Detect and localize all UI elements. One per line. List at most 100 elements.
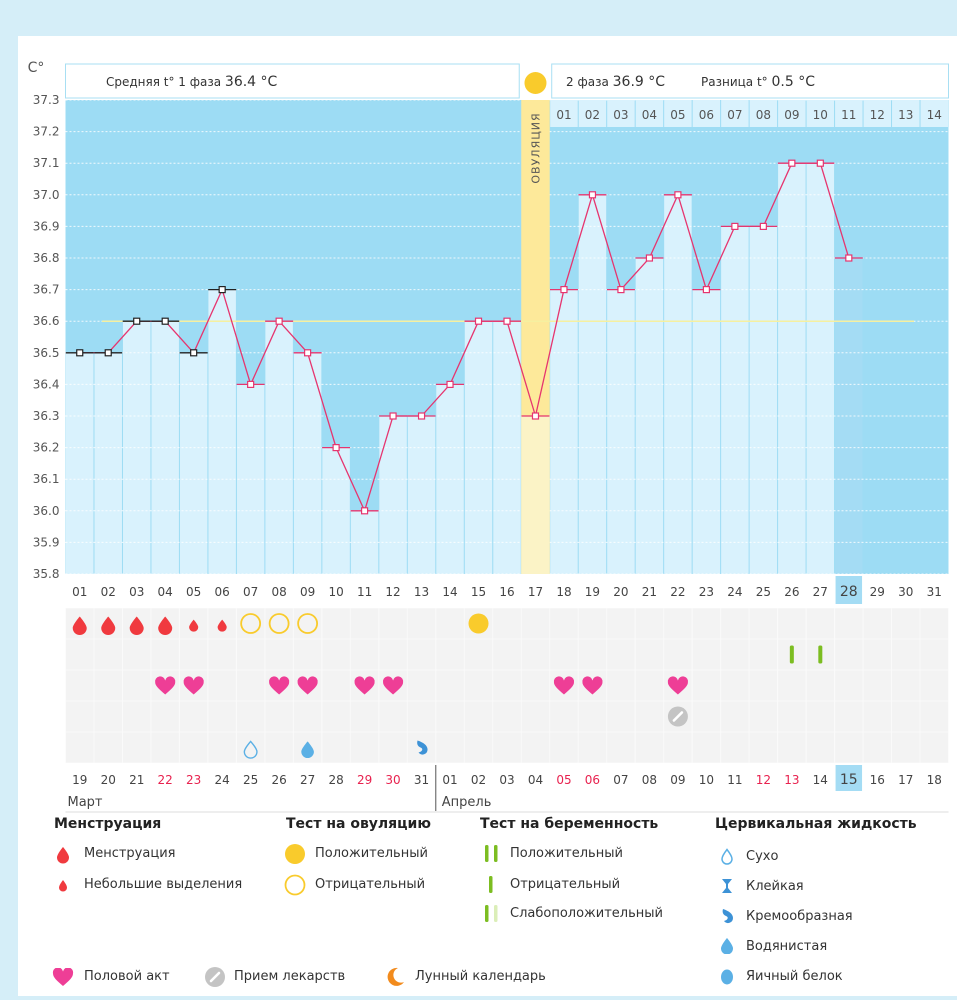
y-tick-label: 36.6	[33, 314, 60, 328]
cycle-day-label: 16	[499, 585, 514, 599]
small-blood-drop-icon	[59, 880, 67, 892]
legend-ovulation-test-title: Тест на овуляцию	[286, 816, 431, 832]
ovulation-negative-icon	[284, 874, 306, 896]
temperature-bar	[179, 352, 208, 574]
icon-grid-cell	[122, 639, 151, 670]
legend-menstruation-light: Небольшие выделения	[84, 877, 243, 892]
y-tick-label: 36.8	[33, 251, 60, 265]
cycle-day-label: 14	[442, 585, 457, 599]
temperature-bar	[407, 416, 436, 574]
temperature-bar	[607, 289, 635, 574]
icon-grid-cell	[721, 732, 749, 763]
icon-grid-cell	[436, 639, 464, 670]
temperature-point	[531, 412, 540, 420]
cycle-day-label: 07	[243, 585, 258, 599]
y-tick-label: 36.2	[33, 441, 60, 455]
temperature-point	[588, 191, 597, 199]
phase2-day-label: 12	[870, 108, 885, 122]
cycle-day-label: 09	[300, 585, 315, 599]
icon-grid-cell	[635, 701, 664, 732]
legend-moon: Лунный календарь	[415, 969, 546, 984]
icon-grid-cell	[835, 670, 863, 701]
calendar-date-label: 24	[215, 773, 230, 787]
temperature-bar	[778, 163, 806, 574]
cycle-day-label: 17	[528, 585, 543, 599]
calendar-date-label: 18	[927, 773, 942, 787]
difference-value: 0.5 °C	[771, 74, 815, 90]
icon-grid-cell	[208, 670, 236, 701]
phase2-day-label: 05	[670, 108, 685, 122]
legend-pregnancy-negative: Отрицательный	[510, 877, 621, 892]
icon-grid-cell	[749, 608, 778, 639]
pregnancy-test-negative-icon	[818, 645, 823, 664]
y-tick-label: 37.2	[33, 125, 60, 139]
temperature-bar	[66, 352, 94, 574]
icon-grid-cell	[464, 639, 493, 670]
intercourse-heart-icon	[667, 676, 689, 695]
temperature-point	[104, 349, 112, 357]
legend-cervical-creamy: Кремообразная	[746, 909, 853, 924]
icon-grid-cell	[920, 639, 948, 670]
bbt-card: 37.3 37.2 37.1 37.0 36.9 36.8 36.7 36.6 36.5 36.4…	[18, 36, 957, 996]
ovulation-temperature-bar	[521, 416, 550, 574]
icon-grid-cell	[151, 701, 179, 732]
calendar-date-label: 05	[556, 773, 571, 787]
icon-grid-cell	[208, 639, 236, 670]
month-label-march: Март	[68, 795, 103, 810]
phase2-day-cell	[778, 100, 806, 127]
icon-grid-cell	[692, 639, 721, 670]
calendar-date-label: 10	[699, 773, 714, 787]
temperature-point	[218, 286, 226, 294]
icon-grid-cell	[350, 701, 379, 732]
cycle-day-label: 29	[870, 585, 885, 599]
creamy-fluid-icon	[417, 740, 428, 755]
calendar-date-label: 09	[670, 773, 685, 787]
legend-pregnancy-positive: Положительный	[510, 846, 623, 861]
temperature-point	[645, 254, 654, 262]
icon-grid-cell	[436, 701, 464, 732]
icon-grid-cell	[407, 639, 436, 670]
ovulation-sun-icon	[524, 72, 547, 94]
icon-grid-cell	[835, 608, 863, 639]
calendar-date-label: 26	[271, 773, 286, 787]
icon-grid-cell	[122, 670, 151, 701]
light-bleeding-drop-icon	[217, 619, 227, 632]
phase2-day-label: 11	[841, 108, 856, 122]
sticky-icon	[722, 879, 732, 893]
icon-grid-cell	[521, 639, 550, 670]
icon-grid-cell	[236, 639, 265, 670]
icon-grid-cell	[635, 608, 664, 639]
icon-grid-cell	[721, 670, 749, 701]
icon-grid-cell	[778, 732, 806, 763]
menstruation-drop-icon	[129, 616, 144, 636]
dry-fluid-drop-icon	[243, 740, 258, 759]
icon-grid-cell	[607, 639, 635, 670]
ovulation-test-negative-icon	[268, 613, 290, 634]
calendar-date-label: 07	[613, 773, 628, 787]
y-axis-unit: C°	[28, 60, 45, 76]
temperature-point	[674, 191, 682, 199]
icon-grid-cell	[892, 701, 920, 732]
icon-grid-cell	[493, 608, 521, 639]
watery-fluid-drop-icon	[301, 741, 314, 759]
pregnancy-weak-icon	[485, 905, 498, 922]
icon-grid-cell	[664, 732, 692, 763]
cycle-day-label: 13	[414, 585, 429, 599]
icon-grid-cell	[293, 701, 322, 732]
icon-grid-cell	[892, 639, 920, 670]
icon-grid-cell	[550, 732, 578, 763]
icon-grid-cell	[379, 608, 407, 639]
cycle-day-label: 30	[898, 585, 913, 599]
icon-grid-cell	[464, 701, 493, 732]
phase2-day-label: 08	[756, 108, 771, 122]
calendar-date-label: 08	[642, 773, 657, 787]
icon-grid-cell	[66, 670, 94, 701]
icon-grid-cell	[151, 639, 179, 670]
intercourse-heart-icon	[582, 676, 603, 695]
calendar-date-label: 30	[385, 773, 400, 787]
icon-grid-cell	[265, 701, 293, 732]
calendar-date-label: 16	[870, 773, 885, 787]
icon-grid-cell	[322, 732, 350, 763]
y-tick-label: 36.3	[33, 409, 60, 423]
legend-menstruation-title: Менструация	[54, 816, 162, 832]
